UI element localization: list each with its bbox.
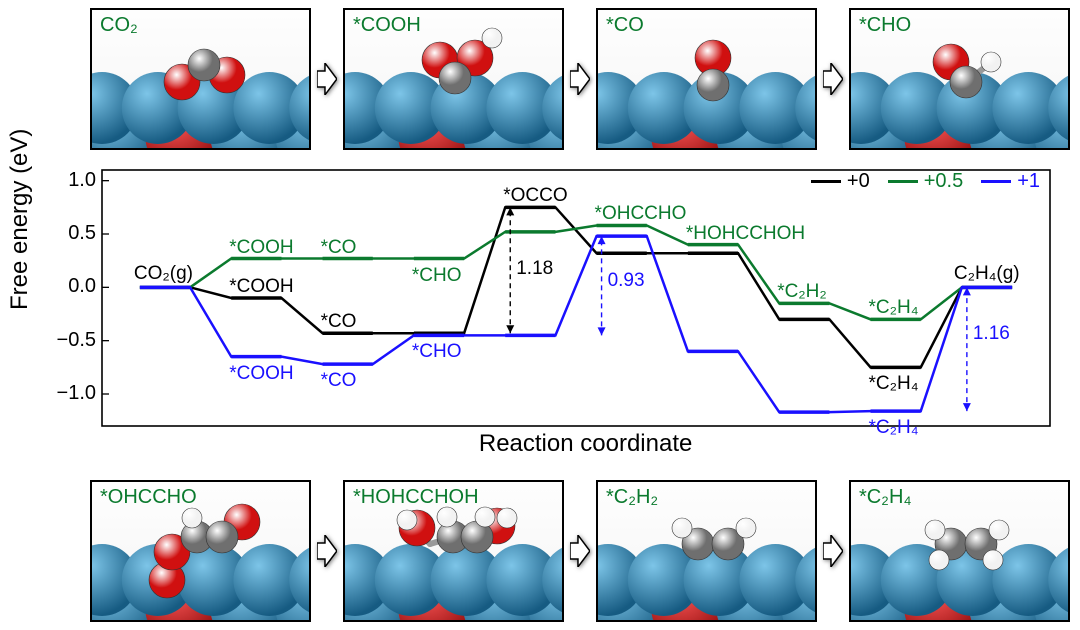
y-axis-label: Free energy (eV) xyxy=(6,129,34,310)
panel-c2h4: *C₂H₄ xyxy=(849,480,1070,622)
arrow-icon xyxy=(317,535,337,567)
energy-chart: Free energy (eV) Reaction coordinate +0+… xyxy=(24,160,1064,460)
panel-row-top: CO₂ *COOH *CO *CHO xyxy=(90,8,1070,150)
x-axis-label: Reaction coordinate xyxy=(479,430,692,458)
arrow-icon xyxy=(570,535,590,567)
arrow-icon xyxy=(570,63,590,95)
arrow-icon xyxy=(823,535,843,567)
panel-ohccho: *OHCCHO xyxy=(90,480,311,622)
panel-cho: *CHO xyxy=(849,8,1070,150)
panel-c2h2: *C₂H₂ xyxy=(596,480,817,622)
legend: +0+0.5+1 xyxy=(811,170,1040,193)
panel-hohcchoh: *HOHCCHOH xyxy=(343,480,564,622)
panel-co2: CO₂ xyxy=(90,8,311,150)
panel-cooh: *COOH xyxy=(343,8,564,150)
panel-co: *CO xyxy=(596,8,817,150)
arrow-icon xyxy=(317,63,337,95)
arrow-icon xyxy=(823,63,843,95)
panel-row-bottom: *OHCCHO *HOHCCHOH *C₂H₂ *C₂H₄ xyxy=(90,480,1070,622)
